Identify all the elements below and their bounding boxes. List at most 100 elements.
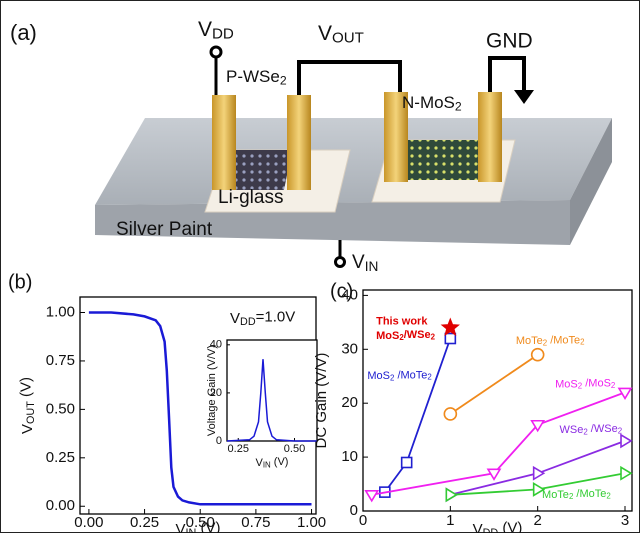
text-part: V [318,22,332,45]
series-label: MoTe2 /MoTe2 [516,334,585,347]
panel-label: (c) [330,280,353,302]
series-label: MoS2/WSe2 [376,329,436,342]
y-tick-label: 0 [350,502,358,519]
text-part: (V) [498,520,522,533]
x-axis-label: VIN (V) [256,456,289,469]
text-part: 2 [611,381,615,390]
text-part: 2 [618,427,622,436]
text-part: (V) [18,377,35,401]
text-part: (V) [196,520,220,533]
panel-label: (b) [8,271,32,293]
text-part: OUT [332,30,364,47]
text-part: DD [483,527,499,533]
vdd-label: VDD [198,18,234,43]
text-part: N-MoS [402,93,455,112]
text-part: V [230,310,240,327]
y-tick-label: 20 [341,394,358,411]
text-part: /MoTe [547,334,580,346]
x-tick-label: 1 [446,512,454,529]
plot-frame [227,340,317,441]
marker [402,457,412,467]
marker [532,349,544,361]
y-axis-label: DC Gain (V/V) [313,353,330,449]
y-tick-label: 0.00 [46,497,75,514]
marker [444,408,456,420]
series-label: MoTe2 /MoTe2 [542,488,611,501]
text-part: DD [240,316,256,328]
series-label: WSe2 /WSe2 [560,423,623,436]
text-part: MoS [367,370,390,382]
text-part: V [176,521,186,533]
y-tick-label: 30 [341,340,358,357]
x-tick-label: 2 [534,512,542,529]
text-part: /WSe [588,423,618,435]
y-tick-label: 0.50 [46,400,75,417]
y-tick-label: 1.00 [46,303,75,320]
series-label: MoS2 /MoTe2 [367,369,431,382]
annotation: VDD=1.0V [230,309,295,328]
text-part: V [19,424,36,434]
y-axis-label: VOUT (V) [18,377,37,434]
y-axis-label: Voltage Gain (V/V) [206,345,218,436]
x-tick-label: 1.00 [297,514,326,531]
figure: (a) VDD VOUT GND P-WSe2 N-MoS2 Li-glass … [0,0,640,533]
text-part: 2 [427,373,431,382]
x-tick-label: 0.75 [241,514,270,531]
mos2-flake [398,140,485,180]
silver-paint-label: Silver Paint [116,219,213,240]
annotation: This work [376,316,428,328]
electrode [478,92,502,182]
terminal [336,258,345,267]
electrode [212,95,236,190]
text-part: 2 [280,74,287,88]
text-part: /MoTe [394,369,427,381]
x-tick-label: 0.25 [228,443,249,455]
text-part: V [198,18,212,41]
device-diagram: (a) VDD VOUT GND P-WSe2 N-MoS2 Li-glass … [10,18,612,274]
text-part: 2 [455,100,462,114]
text-part: /WSe [404,329,431,341]
text-part: 2 [580,338,584,347]
text-part: V [473,521,483,533]
x-tick-label: 0.00 [74,514,103,531]
x-tick-label: 0 [359,512,367,529]
text-part: OUT [25,401,37,424]
wire [490,58,524,92]
y-tick-label: 0.25 [46,449,75,466]
x-tick-label: 3 [621,512,629,529]
text-part: (V) [271,456,289,468]
text-part: IN [186,527,197,533]
text-part: MoS [555,378,578,390]
text-part: WSe [560,424,584,436]
marker [445,334,455,344]
x-axis-label: VDD (V) [473,520,523,533]
substrate-top [95,118,612,205]
text-part: 2 [431,332,436,341]
y-tick-label: 0.75 [46,352,75,369]
x-axis-label: VIN (V) [176,520,221,533]
text-part: MoS [376,330,399,342]
text-part: /MoTe [573,488,606,500]
panel-label: (a) [10,20,37,45]
x-tick-label: 0.25 [130,514,159,531]
text-part: IN [365,259,379,274]
electrode [287,95,311,190]
n-mos2-label: N-MoS2 [402,93,462,113]
vin-label: VIN [352,252,378,274]
text-part: =1.0V [256,309,296,326]
wire [299,62,400,95]
text-part: 2 [606,491,610,500]
vout-label: VOUT [318,22,364,47]
gnd-label: GND [486,30,533,53]
text-part: MoTe [542,489,569,501]
y-tick-label: 10 [341,448,358,465]
text-part: DD [212,26,234,43]
p-wse2-label: P-WSe2 [226,67,287,87]
text-part: P-WSe [226,67,280,86]
text-part: /MoS [582,377,611,389]
ground-arrow [514,90,534,104]
terminal [211,47,221,57]
x-tick-label: 0.50 [284,443,305,455]
series-label: MoS2 /MoS2 [555,377,615,390]
li-glass-label: Li-glass [218,187,283,208]
